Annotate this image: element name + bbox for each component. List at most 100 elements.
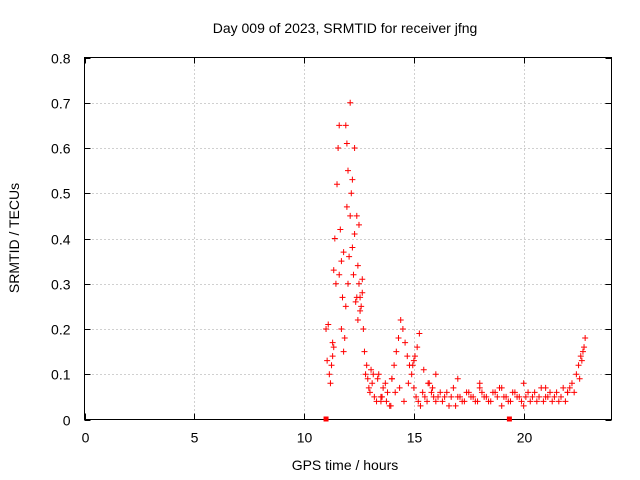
data-point	[380, 384, 387, 391]
data-point	[520, 402, 527, 409]
data-point	[336, 271, 343, 278]
data-point	[560, 384, 567, 391]
data-point	[553, 389, 560, 396]
data-point	[428, 389, 435, 396]
data-point	[351, 145, 358, 151]
data-point	[566, 384, 573, 391]
data-point	[575, 362, 582, 369]
data-point	[353, 212, 360, 219]
data-point	[478, 389, 485, 396]
data-point	[415, 398, 422, 405]
data-point	[414, 344, 421, 351]
data-point	[410, 384, 417, 391]
data-point	[579, 348, 586, 355]
data-point	[329, 339, 336, 346]
data-point	[500, 393, 507, 400]
data-point	[498, 384, 505, 391]
data-point	[410, 357, 417, 364]
data-point	[483, 393, 490, 400]
data-point	[338, 326, 345, 332]
data-point	[557, 393, 564, 400]
data-point	[448, 393, 455, 400]
data-point	[573, 371, 580, 378]
data-point	[551, 393, 558, 400]
data-point	[365, 384, 372, 391]
data-point	[387, 402, 394, 409]
data-point	[343, 203, 350, 210]
data-point	[366, 389, 373, 396]
data-point	[549, 398, 556, 405]
data-point	[564, 389, 571, 396]
data-point	[364, 375, 371, 382]
data-point	[522, 393, 529, 400]
y-tick-label: 0.3	[51, 277, 71, 293]
data-point	[576, 375, 583, 382]
flag-point	[323, 416, 329, 422]
data-point	[400, 398, 407, 405]
data-point	[379, 393, 386, 400]
data-point	[330, 267, 337, 274]
data-point	[547, 389, 554, 396]
data-point	[331, 235, 338, 242]
data-point	[350, 271, 357, 278]
data-point	[446, 402, 453, 409]
x-tick-label: 20	[517, 430, 533, 446]
data-point	[342, 303, 349, 310]
data-point	[339, 294, 346, 301]
data-point	[329, 353, 336, 360]
data-point	[536, 393, 543, 400]
data-point	[336, 122, 343, 129]
x-axis-title: GPS time / hours	[292, 457, 399, 473]
data-point	[416, 330, 423, 337]
data-point	[581, 344, 588, 351]
data-point	[514, 393, 521, 400]
data-point	[330, 344, 337, 351]
data-point	[384, 389, 391, 396]
data-point	[520, 380, 527, 387]
data-point	[332, 280, 339, 287]
data-point	[362, 371, 369, 378]
data-point	[335, 145, 342, 151]
data-point	[408, 371, 415, 378]
data-point	[540, 398, 547, 405]
data-point	[328, 362, 335, 369]
data-point	[325, 321, 332, 328]
data-point	[525, 389, 532, 396]
data-point	[456, 393, 463, 400]
data-point	[337, 226, 344, 233]
data-point	[405, 380, 412, 387]
data-point	[354, 316, 361, 323]
data-point	[341, 335, 348, 342]
data-point	[349, 176, 356, 183]
data-point	[568, 380, 575, 387]
x-tick-label: 5	[191, 430, 199, 446]
data-point	[355, 280, 362, 287]
data-point	[425, 380, 432, 387]
y-tick-label: 0.1	[51, 367, 71, 383]
data-point	[352, 298, 359, 305]
data-point	[452, 402, 459, 409]
y-tick-label: 0.6	[51, 141, 71, 157]
data-point	[509, 389, 516, 396]
data-point	[454, 375, 461, 382]
data-point	[441, 393, 448, 400]
data-point	[392, 389, 399, 396]
grid	[84, 57, 612, 420]
data-point	[342, 122, 349, 129]
data-point	[359, 289, 366, 296]
data-point	[334, 181, 341, 188]
data-point	[571, 389, 578, 396]
x-tick-label: 0	[82, 430, 90, 446]
data-point	[359, 276, 366, 283]
data-point	[450, 384, 457, 391]
flag-point	[506, 416, 512, 422]
data-points	[323, 99, 589, 422]
data-point	[544, 393, 551, 400]
data-point	[429, 384, 436, 391]
data-point	[498, 402, 505, 409]
data-point	[404, 353, 411, 360]
data-point	[533, 398, 540, 405]
data-point	[419, 389, 426, 396]
data-point	[402, 339, 409, 346]
